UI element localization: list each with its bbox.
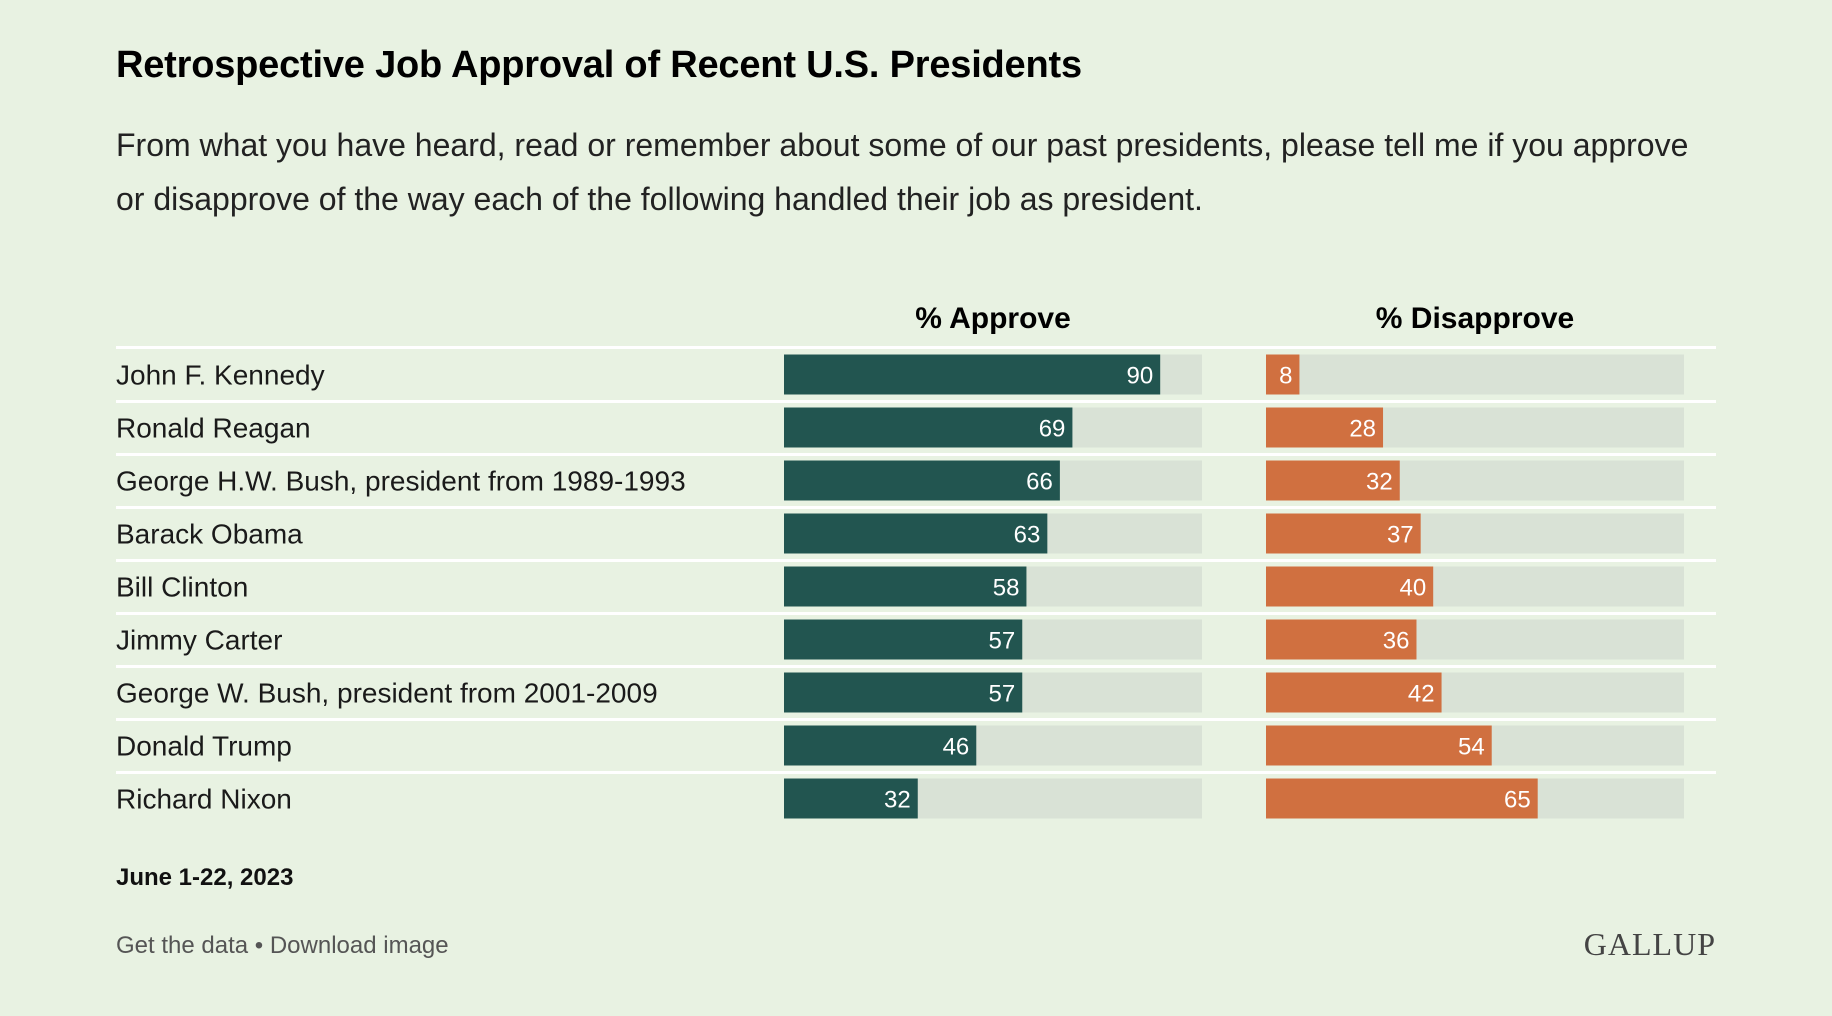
disapprove-bar <box>1266 566 1434 607</box>
row-divider <box>116 665 1716 668</box>
disapprove-value-label: 65 <box>1504 787 1531 814</box>
disapprove-bar <box>1266 354 1300 395</box>
approve-value-label: 66 <box>1026 469 1053 496</box>
disapprove-bar <box>1266 725 1492 766</box>
approve-value-label: 46 <box>943 734 970 761</box>
disapprove-bar <box>1266 778 1538 819</box>
disapprove-value-label: 8 <box>1279 363 1292 390</box>
disapprove-value-label: 54 <box>1458 734 1485 761</box>
row-label: Jimmy Carter <box>116 625 282 656</box>
disapprove-value-label: 32 <box>1366 469 1393 496</box>
row-label: George H.W. Bush, president from 1989-19… <box>116 466 686 497</box>
approve-bar <box>784 619 1023 660</box>
approve-bar <box>784 672 1023 713</box>
row-label: Richard Nixon <box>116 784 292 815</box>
header-divider <box>116 346 1716 349</box>
gallup-logo: GALLUP <box>1583 926 1716 962</box>
footer-links: Get the data • Download image <box>116 932 449 960</box>
disapprove-value-label: 37 <box>1387 522 1414 549</box>
row-divider <box>116 612 1716 615</box>
approve-column-header: % Approve <box>915 302 1071 335</box>
row-label: George W. Bush, president from 2001-2009 <box>116 678 658 709</box>
row-label: Ronald Reagan <box>116 413 311 444</box>
approve-bar <box>784 725 977 766</box>
disapprove-bar <box>1266 407 1384 448</box>
approve-value-label: 32 <box>884 787 911 814</box>
approve-value-label: 57 <box>989 628 1016 655</box>
disapprove-bar <box>1266 513 1421 554</box>
approve-bar <box>784 407 1073 448</box>
disapprove-value-label: 28 <box>1349 416 1376 443</box>
row-divider <box>116 453 1716 456</box>
row-divider <box>116 506 1716 509</box>
disapprove-track <box>1266 354 1684 395</box>
approve-value-label: 63 <box>1014 522 1041 549</box>
approve-value-label: 58 <box>993 575 1020 602</box>
disapprove-value-label: 40 <box>1399 575 1426 602</box>
chart-subtitle: From what you have heard, read or rememb… <box>116 127 1689 217</box>
disapprove-column-header: % Disapprove <box>1376 302 1574 335</box>
approve-bar <box>784 460 1060 501</box>
download-image-link[interactable]: Download image <box>269 932 449 959</box>
approve-value-label: 90 <box>1126 363 1153 390</box>
disapprove-bar <box>1266 619 1417 660</box>
row-label: Donald Trump <box>116 731 292 762</box>
row-divider <box>116 718 1716 721</box>
row-label: Bill Clinton <box>116 572 248 603</box>
approve-bar <box>784 513 1048 554</box>
approve-bar <box>784 354 1161 395</box>
approve-value-label: 57 <box>989 681 1016 708</box>
get-data-link[interactable]: Get the data <box>116 932 249 959</box>
disapprove-bar <box>1266 460 1400 501</box>
approve-bar <box>784 778 918 819</box>
approve-value-label: 69 <box>1039 416 1066 443</box>
disapprove-value-label: 42 <box>1408 681 1435 708</box>
approve-bar <box>784 566 1027 607</box>
row-divider <box>116 771 1716 774</box>
survey-date: June 1-22, 2023 <box>116 864 294 891</box>
row-divider <box>116 400 1716 403</box>
row-label: Barack Obama <box>116 519 303 550</box>
disapprove-value-label: 36 <box>1383 628 1410 655</box>
footer-separator: • <box>254 932 264 959</box>
chart-title: Retrospective Job Approval of Recent U.S… <box>116 44 1082 86</box>
row-divider <box>116 559 1716 562</box>
disapprove-bar <box>1266 672 1442 713</box>
row-label: John F. Kennedy <box>116 360 325 391</box>
